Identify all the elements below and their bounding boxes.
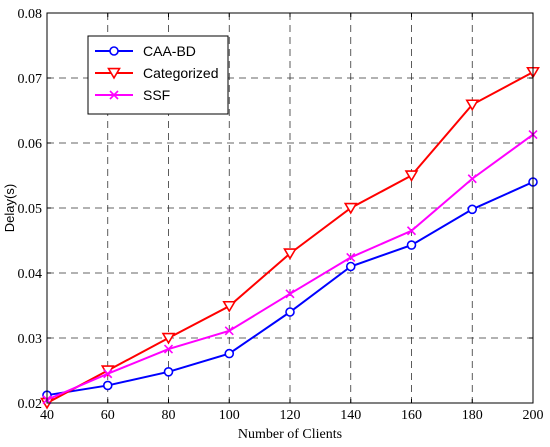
legend-item: CAA-BD [95,43,196,59]
x-tick-label: 200 [523,408,544,423]
x-tick-label: 60 [101,408,115,423]
data-point [102,380,113,391]
data-point [163,344,174,354]
y-tick-label: 0.06 [18,137,43,152]
data-point [161,332,176,345]
data-point [467,204,478,215]
y-tick-label: 0.02 [18,397,43,412]
legend-label: CAA-BD [143,43,196,59]
data-point [163,366,174,377]
legend-marker [109,90,119,100]
data-point [285,289,295,299]
y-tick-label: 0.03 [18,332,43,347]
legend-marker [107,67,121,80]
y-tick-label: 0.05 [18,202,43,217]
x-tick-label: 100 [219,408,240,423]
data-point [467,174,477,184]
data-point [406,226,417,236]
data-point [224,326,234,336]
legend-label: SSF [143,87,170,103]
data-point [283,248,297,261]
legend-label: Categorized [143,65,219,81]
y-tick-label: 0.08 [18,7,43,22]
y-axis-ticks: 0.02 0.03 0.04 0.05 0.06 0.07 0.08 [18,7,533,412]
data-point [285,307,295,317]
data-point [222,300,237,313]
x-tick-label: 180 [462,408,483,423]
x-tick-label: 40 [40,408,54,423]
grid [47,13,533,403]
x-tick-label: 120 [280,408,301,423]
x-axis-ticks: 40 60 80 100 120 140 160 180 200 [40,13,544,423]
series-group [40,66,540,410]
x-axis-label: Number of Clients [238,427,342,442]
y-tick-label: 0.04 [18,267,43,282]
data-point [404,170,419,183]
data-point [224,348,235,359]
data-point [346,252,356,262]
legend: CAA-BD Categorized SSF [87,35,229,115]
data-point [345,261,356,272]
legend-marker [109,46,119,56]
data-point [406,240,417,250]
data-point [343,202,358,215]
legend-item: Categorized [95,65,219,81]
x-tick-label: 160 [401,408,422,423]
data-point [103,369,113,379]
y-axis-label: Delay(s) [2,184,17,232]
data-point [465,99,480,112]
legend-item: SSF [95,87,170,103]
x-tick-label: 140 [340,408,361,423]
y-tick-label: 0.07 [18,72,43,87]
x-tick-label: 80 [162,408,176,423]
